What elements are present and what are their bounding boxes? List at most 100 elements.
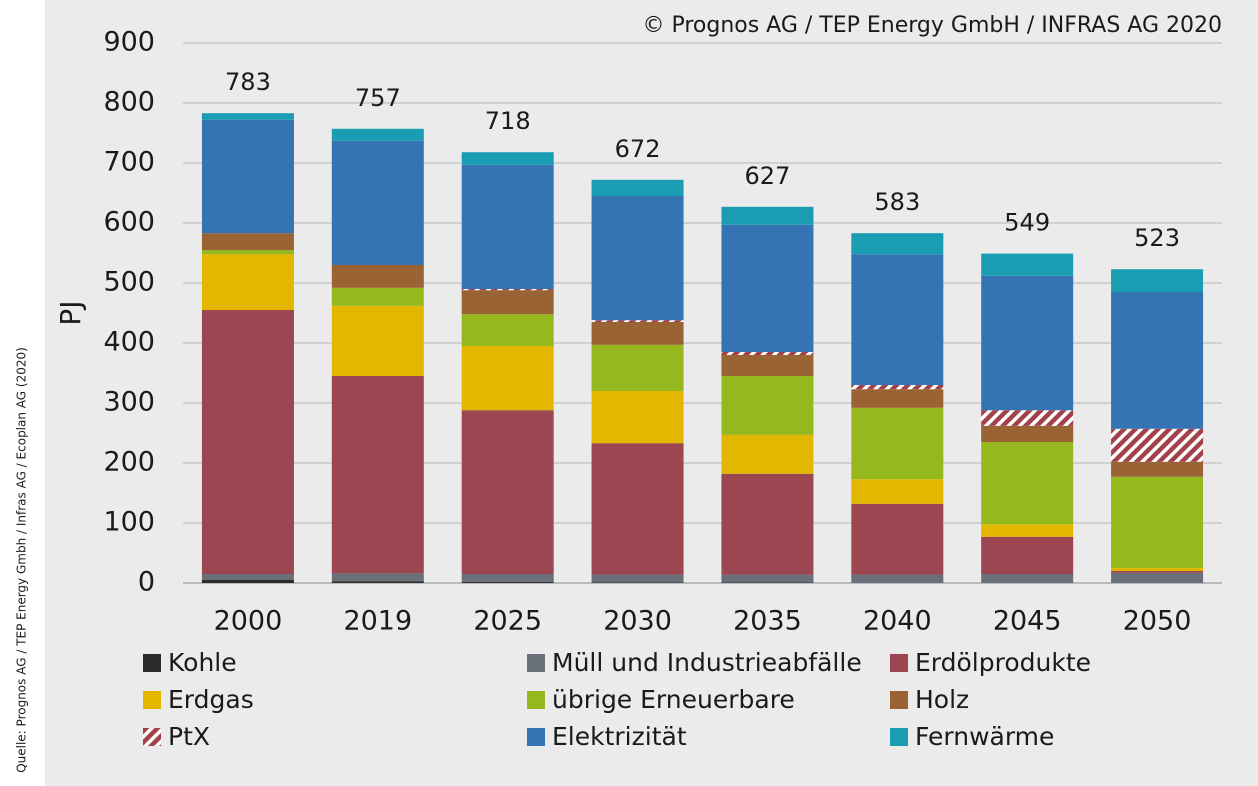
legend-label: PtX [168, 722, 210, 751]
y-tick-label: 500 [103, 267, 155, 298]
legend-label: Erdgas [168, 685, 254, 714]
legend-label: Erdölprodukte [915, 648, 1091, 677]
bar-segment [201, 119, 294, 234]
x-tick-label: 2025 [473, 606, 542, 637]
total-label: 757 [355, 84, 401, 112]
bar-segment [721, 376, 814, 435]
bar-segment [851, 389, 944, 408]
bar-segment [331, 573, 424, 582]
bar-segment [331, 305, 424, 376]
y-tick-label: 600 [103, 207, 155, 238]
bar-segment [721, 224, 814, 352]
total-label: 672 [615, 135, 661, 163]
x-tick-label: 2000 [214, 606, 283, 637]
bar-segment [981, 410, 1074, 426]
source-note: Quelle: Prognos AG / TEP Energy Gmbh / I… [15, 347, 29, 773]
total-label: 549 [1004, 209, 1050, 237]
legend-swatch [890, 654, 908, 672]
bar-segment [1111, 269, 1204, 292]
bar-segment [981, 425, 1074, 442]
bar-segment [591, 320, 684, 322]
bar-segment [851, 407, 944, 480]
y-axis-label: PJ [54, 300, 87, 325]
bar-segment [851, 503, 944, 575]
bar-segment [721, 206, 814, 225]
bar-segment [331, 581, 424, 583]
bar-segment [1111, 572, 1204, 583]
legend-label: Holz [915, 685, 969, 714]
bar-segment [461, 410, 554, 574]
bar-segment [1111, 292, 1204, 429]
y-tick-label: 0 [138, 567, 155, 598]
y-tick-label: 100 [103, 507, 155, 538]
y-tick-label: 800 [103, 87, 155, 118]
bar-segment [591, 582, 684, 583]
bar-segment [981, 536, 1074, 574]
bar-segment [591, 344, 684, 391]
legend-swatch [143, 654, 161, 672]
bar-segment [721, 582, 814, 583]
bar-segment [591, 196, 684, 321]
legend-swatch [527, 728, 545, 746]
bar-segment [851, 479, 944, 504]
legend-label: Müll und Industrieabfälle [552, 648, 862, 677]
bar-segment [851, 233, 944, 255]
bar-segment [981, 253, 1074, 276]
legend-swatch [527, 654, 545, 672]
total-label: 583 [874, 188, 920, 216]
bar-segment [591, 574, 684, 583]
bar-segment [721, 355, 814, 376]
bar-segment [851, 385, 944, 390]
bar-segment [591, 443, 684, 575]
x-tick-label: 2019 [343, 606, 412, 637]
bar-segment [981, 524, 1074, 537]
bar-segment [201, 233, 294, 250]
bar-segment [981, 442, 1074, 525]
bar-segment [851, 254, 944, 385]
total-label: 523 [1134, 224, 1180, 252]
legend-swatch [527, 691, 545, 709]
bar-segment [331, 376, 424, 574]
legend-swatch [890, 728, 908, 746]
total-label: 718 [485, 107, 531, 135]
bar-segment [331, 287, 424, 306]
bar-segment [201, 254, 294, 310]
x-tick-label: 2035 [733, 606, 802, 637]
bar-segment [851, 574, 944, 583]
y-tick-label: 200 [103, 447, 155, 478]
bar-segment [981, 275, 1074, 411]
bar-segment [461, 346, 554, 411]
bar-segment [981, 574, 1074, 583]
bar-segment [1111, 476, 1204, 568]
bar-segment [1111, 568, 1204, 571]
copyright: © Prognos AG / TEP Energy GmbH / INFRAS … [642, 13, 1222, 38]
bar-segment [461, 164, 554, 289]
legend-label: Elektrizität [552, 722, 687, 751]
bar-segment [461, 314, 554, 346]
legend-label: Fernwärme [915, 722, 1054, 751]
bar-segment [591, 179, 684, 196]
x-tick-label: 2030 [603, 606, 672, 637]
bar-segment [461, 290, 554, 315]
bar-segment [591, 391, 684, 444]
bar-segment [721, 352, 814, 355]
bar-segment [461, 574, 554, 582]
y-tick-label: 400 [103, 327, 155, 358]
legend-swatch [143, 691, 161, 709]
legend-swatch [890, 691, 908, 709]
bar-segment [591, 322, 684, 345]
bar-segment [201, 113, 294, 120]
total-label: 783 [225, 68, 271, 96]
bar-segment [721, 473, 814, 575]
x-tick-label: 2050 [1123, 606, 1192, 637]
y-tick-label: 900 [103, 27, 155, 58]
bar-segment [331, 128, 424, 141]
legend-label: übrige Erneuerbare [552, 685, 795, 714]
total-label: 627 [745, 162, 791, 190]
legend-label: Kohle [168, 648, 237, 677]
bar-segment [1111, 428, 1204, 462]
bar-segment [201, 250, 294, 255]
bar-segment [331, 140, 424, 265]
bar-segment [201, 580, 294, 583]
